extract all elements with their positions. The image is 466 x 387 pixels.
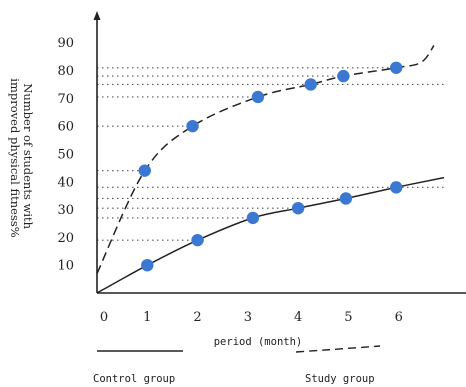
x-tick-label: 0 <box>100 310 108 325</box>
study-group-point <box>186 119 199 133</box>
axes <box>93 11 466 294</box>
y-tick-label: 30 <box>57 203 74 218</box>
x-tick-labels: 0 1 2 3 4 5 6 <box>100 310 403 325</box>
y-tick-label: 60 <box>57 120 74 135</box>
study-group-line <box>96 45 435 274</box>
y-tick-label: 90 <box>57 36 74 51</box>
study-group-point <box>138 164 151 177</box>
x-tick-label: 2 <box>193 310 201 325</box>
control-group-point <box>141 258 154 272</box>
x-tick-label: 4 <box>294 310 302 325</box>
x-tick-label: 1 <box>143 310 151 325</box>
y-axis-title-line-1: Number of students with <box>21 83 35 229</box>
legend: Control group Study group <box>93 345 381 385</box>
study-group-point <box>251 90 265 104</box>
control-group-point <box>291 201 305 215</box>
study-group-point <box>337 69 350 83</box>
y-tick-label: 80 <box>57 64 74 79</box>
legend-control-label: Control group <box>93 373 175 385</box>
control-group-point <box>390 181 403 194</box>
reference-lines <box>97 67 444 241</box>
legend-study-label: Study group <box>305 373 375 385</box>
legend-study-swatch <box>295 345 381 353</box>
control-group-point <box>246 211 260 225</box>
y-axis-arrow <box>93 11 101 20</box>
x-tick-label: 6 <box>395 310 403 325</box>
y-axis-title: Number of students with improved physica… <box>8 78 35 237</box>
control-group-point <box>191 233 204 247</box>
series-points <box>138 61 403 272</box>
study-group-point <box>304 78 317 91</box>
y-tick-label: 20 <box>57 231 74 246</box>
y-axis-title-line-2: improved physical fitness% <box>8 78 22 237</box>
x-tick-label: 5 <box>344 310 352 325</box>
y-tick-label: 50 <box>57 147 74 162</box>
x-axis-title: period (month) <box>214 336 303 348</box>
y-tick-label: 10 <box>57 259 74 274</box>
control-group-point <box>339 192 353 205</box>
y-tick-label: 70 <box>57 92 74 107</box>
x-tick-label: 3 <box>244 310 252 325</box>
study-group-point <box>390 61 403 74</box>
control-group-line <box>96 176 445 294</box>
y-tick-labels: 10 20 30 40 50 60 70 80 90 <box>57 36 74 273</box>
y-tick-label: 40 <box>57 175 74 190</box>
